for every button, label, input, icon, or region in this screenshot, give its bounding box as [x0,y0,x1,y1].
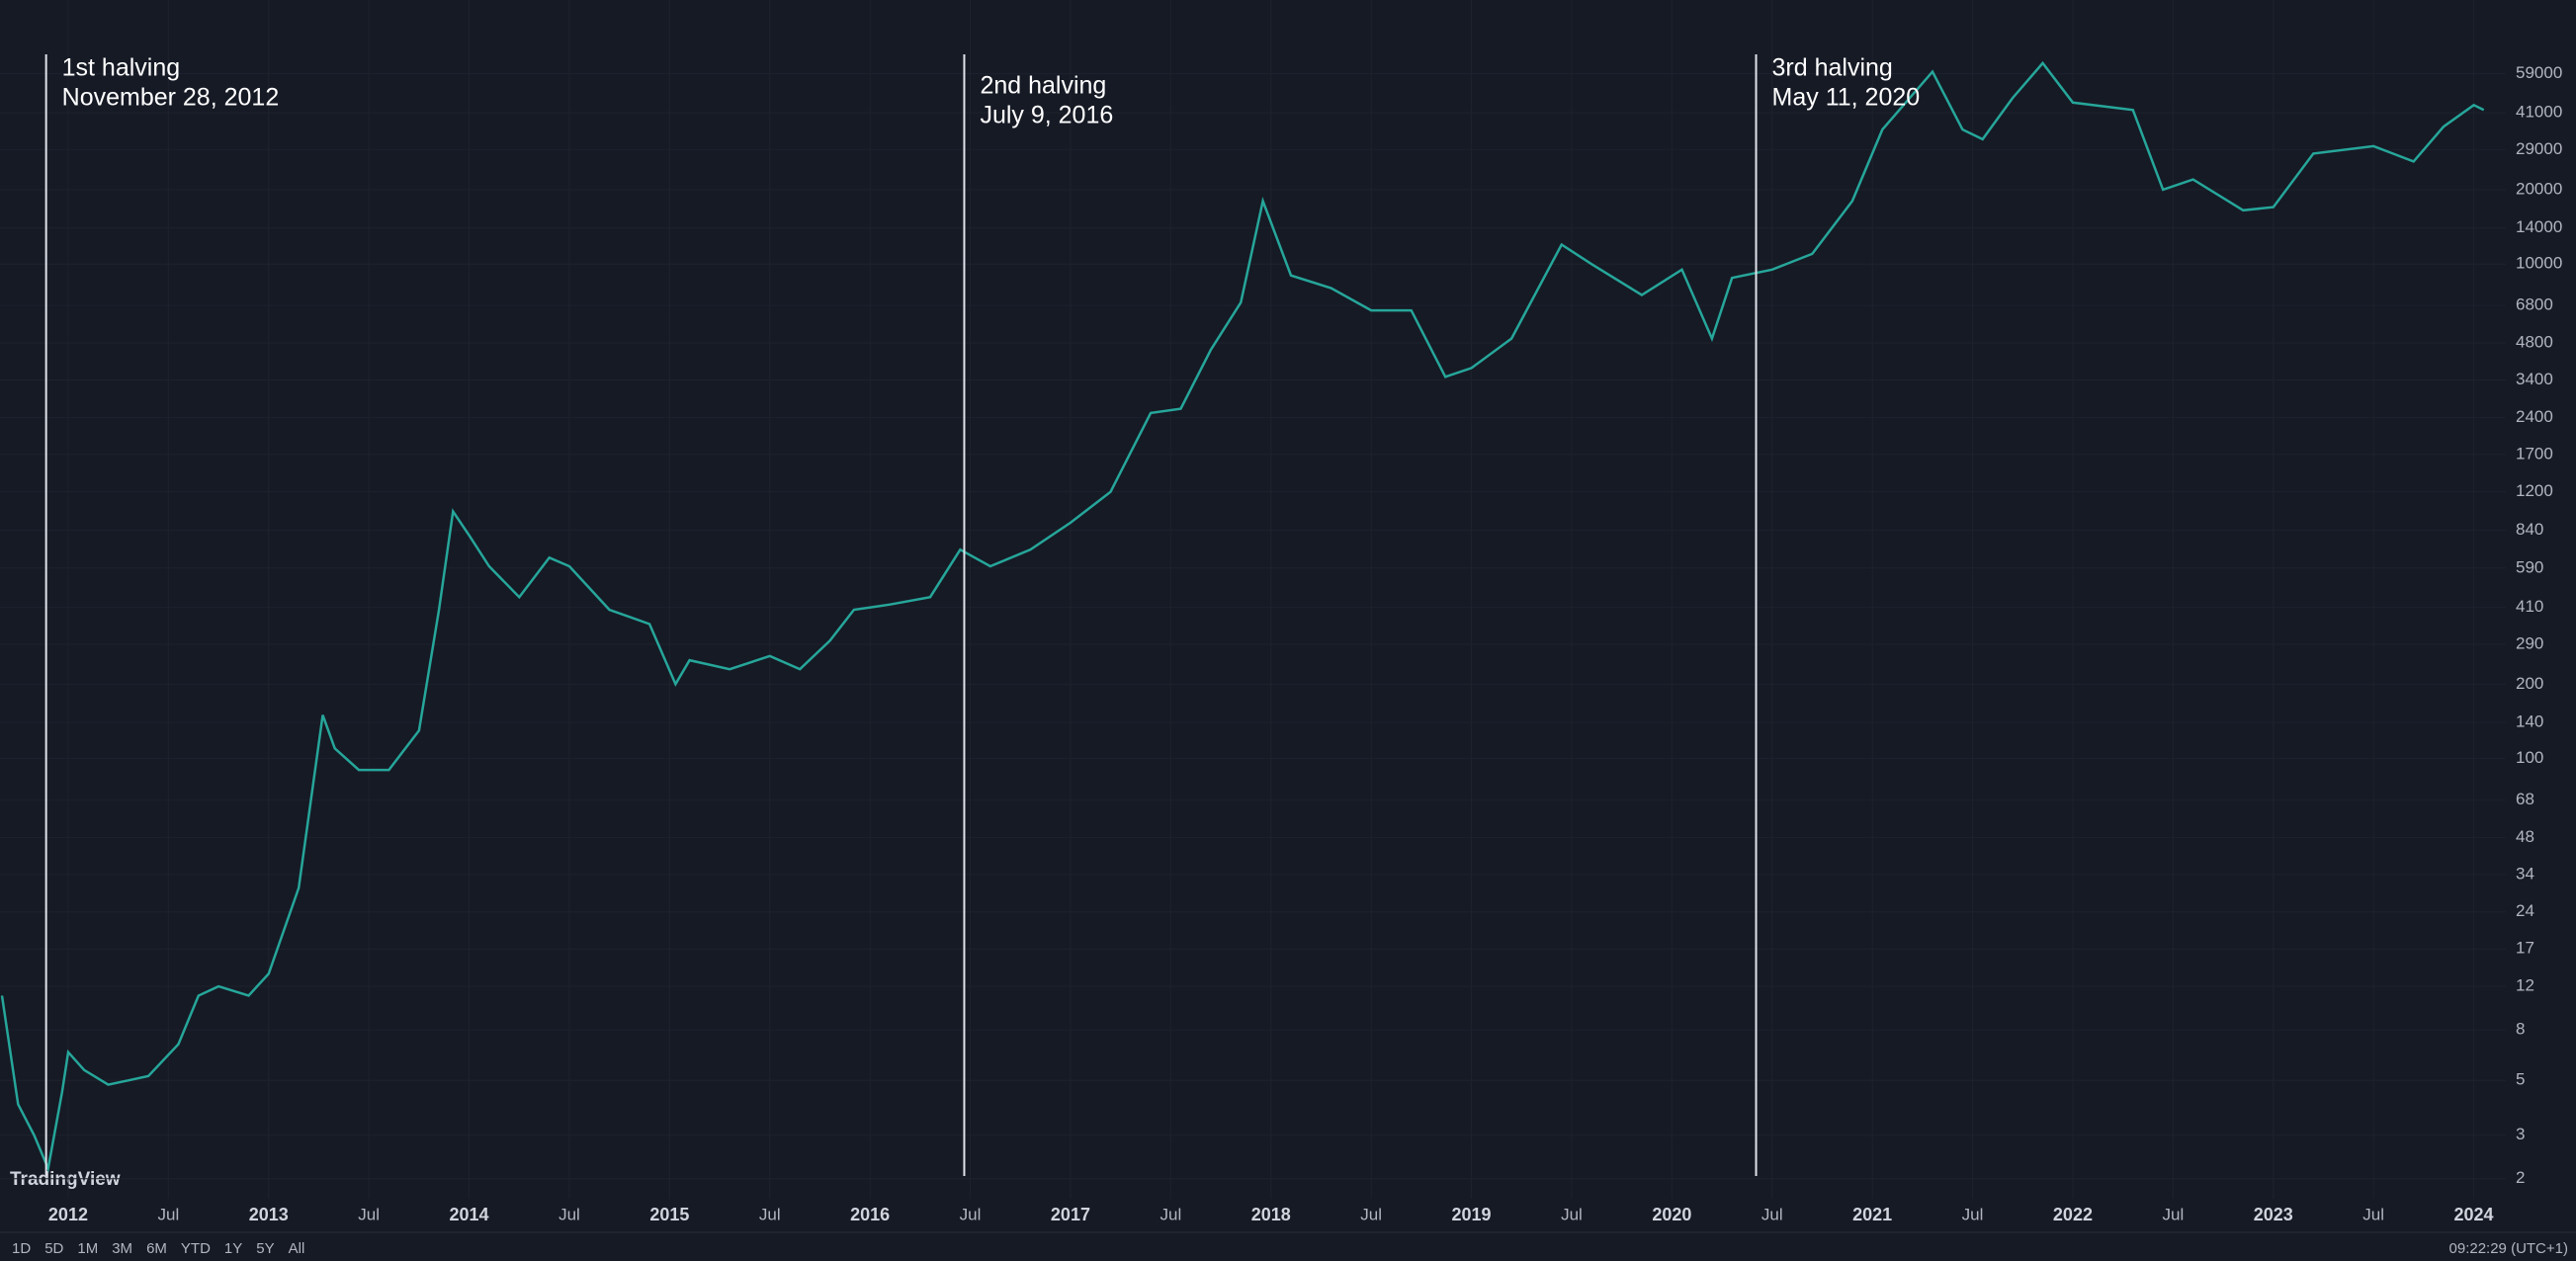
y-tick-label: 14000 [2516,217,2562,236]
x-tick-label: Jul [358,1205,380,1223]
y-tick-label: 34 [2516,864,2534,883]
y-tick-label: 1700 [2516,444,2553,462]
y-tick-label: 3 [2516,1125,2525,1143]
y-tick-label: 3400 [2516,370,2553,388]
range-button[interactable]: 1D [12,1240,31,1257]
halving-label: 1st halving [62,54,181,82]
x-tick-label: 2012 [48,1205,88,1224]
x-tick-label: Jul [2362,1205,2384,1223]
x-tick-label: Jul [2162,1205,2184,1223]
y-tick-label: 410 [2516,597,2543,616]
range-button[interactable]: YTD [181,1240,211,1257]
y-tick-label: 590 [2516,557,2543,576]
y-tick-label: 29000 [2516,139,2562,158]
y-tick-label: 140 [2516,713,2543,731]
range-button[interactable]: 5Y [256,1240,274,1257]
range-button[interactable]: 1Y [224,1240,242,1257]
y-tick-label: 2400 [2516,407,2553,426]
y-tick-label: 59000 [2516,63,2562,82]
y-tick-label: 8 [2516,1020,2525,1039]
x-tick-label: Jul [1962,1205,1984,1223]
x-tick-label: Jul [960,1205,982,1223]
range-button[interactable]: All [289,1240,305,1257]
y-tick-label: 100 [2516,748,2543,767]
y-tick-label: 200 [2516,674,2543,693]
halving-date: November 28, 2012 [62,84,280,112]
x-tick-label: 2016 [850,1205,890,1224]
halving-label: 3rd halving [1772,54,1893,82]
x-tick-label: 2020 [1652,1205,1691,1224]
x-tick-label: 2022 [2053,1205,2093,1224]
y-tick-label: 840 [2516,520,2543,539]
x-tick-label: Jul [1561,1205,1583,1223]
x-tick-label: 2018 [1251,1205,1291,1224]
y-tick-label: 2 [2516,1168,2525,1187]
y-tick-label: 10000 [2516,254,2562,273]
y-tick-label: 1200 [2516,481,2553,500]
halving-date: May 11, 2020 [1772,84,1921,112]
y-tick-label: 68 [2516,790,2534,808]
x-tick-label: 2023 [2254,1205,2293,1224]
x-tick-label: 2014 [450,1205,489,1224]
y-tick-label: 12 [2516,976,2534,995]
x-tick-label: Jul [1159,1205,1181,1223]
y-tick-label: 48 [2516,827,2534,846]
x-tick-label: 2021 [1852,1205,1892,1224]
x-tick-label: Jul [157,1205,179,1223]
range-button[interactable]: 3M [112,1240,132,1257]
y-tick-label: 5 [2516,1070,2525,1089]
x-tick-label: Jul [759,1205,781,1223]
y-tick-label: 20000 [2516,179,2562,198]
x-tick-label: 2024 [2454,1205,2494,1224]
range-button[interactable]: 1M [77,1240,98,1257]
x-tick-label: 2019 [1452,1205,1492,1224]
price-line [0,60,2485,1173]
range-button[interactable]: 5D [44,1240,63,1257]
x-tick-label: Jul [1761,1205,1783,1223]
x-tick-label: 2017 [1051,1205,1090,1224]
halving-label: 2nd halving [980,72,1106,100]
y-tick-label: 4800 [2516,333,2553,352]
x-tick-label: 2015 [649,1205,689,1224]
y-tick-label: 17 [2516,939,2534,958]
x-tick-label: 2013 [249,1205,289,1224]
halving-date: July 9, 2016 [980,102,1113,129]
clock: 09:22:29 (UTC+1) [2449,1240,2568,1257]
brand: TradingView [10,1169,121,1190]
x-tick-label: Jul [1360,1205,1382,1223]
y-tick-label: 41000 [2516,102,2562,121]
y-tick-label: 24 [2516,901,2534,920]
x-tick-label: Jul [558,1205,580,1223]
y-tick-label: 290 [2516,633,2543,652]
range-button[interactable]: 6M [146,1240,167,1257]
y-tick-label: 6800 [2516,295,2553,314]
